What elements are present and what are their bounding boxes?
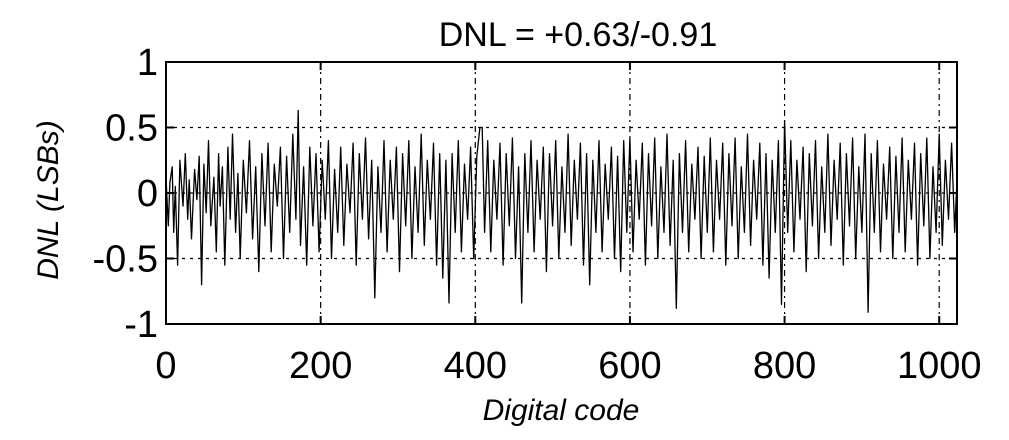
chart-title: DNL = +0.63/-0.91 bbox=[439, 16, 717, 54]
x-tick-label: 1000 bbox=[897, 345, 982, 387]
y-tick-label: 0 bbox=[137, 173, 158, 215]
x-tick-label: 800 bbox=[753, 345, 816, 387]
x-axis-label: Digital code bbox=[483, 394, 640, 427]
x-tick-label: 200 bbox=[289, 345, 352, 387]
tick-labels: 10.50-0.5-10 200 400 600 800 1000 bbox=[93, 42, 982, 387]
x-tick-label: 600 bbox=[598, 345, 661, 387]
y-tick-label: 0.5 bbox=[105, 108, 158, 150]
grid-lines bbox=[166, 62, 957, 324]
y-axis-label: DNL (LSBs) bbox=[32, 120, 65, 280]
x-tick-label: 400 bbox=[444, 345, 507, 387]
y-tick-label: 1 bbox=[137, 42, 158, 84]
y-tick-label: -0.5 bbox=[93, 239, 158, 281]
plot-area bbox=[165, 109, 958, 313]
y-tick-label: -1 bbox=[124, 304, 158, 346]
x-tick-label: 0 bbox=[155, 345, 176, 387]
axis-ticks bbox=[165, 61, 957, 325]
dnl-series-line bbox=[165, 109, 958, 313]
